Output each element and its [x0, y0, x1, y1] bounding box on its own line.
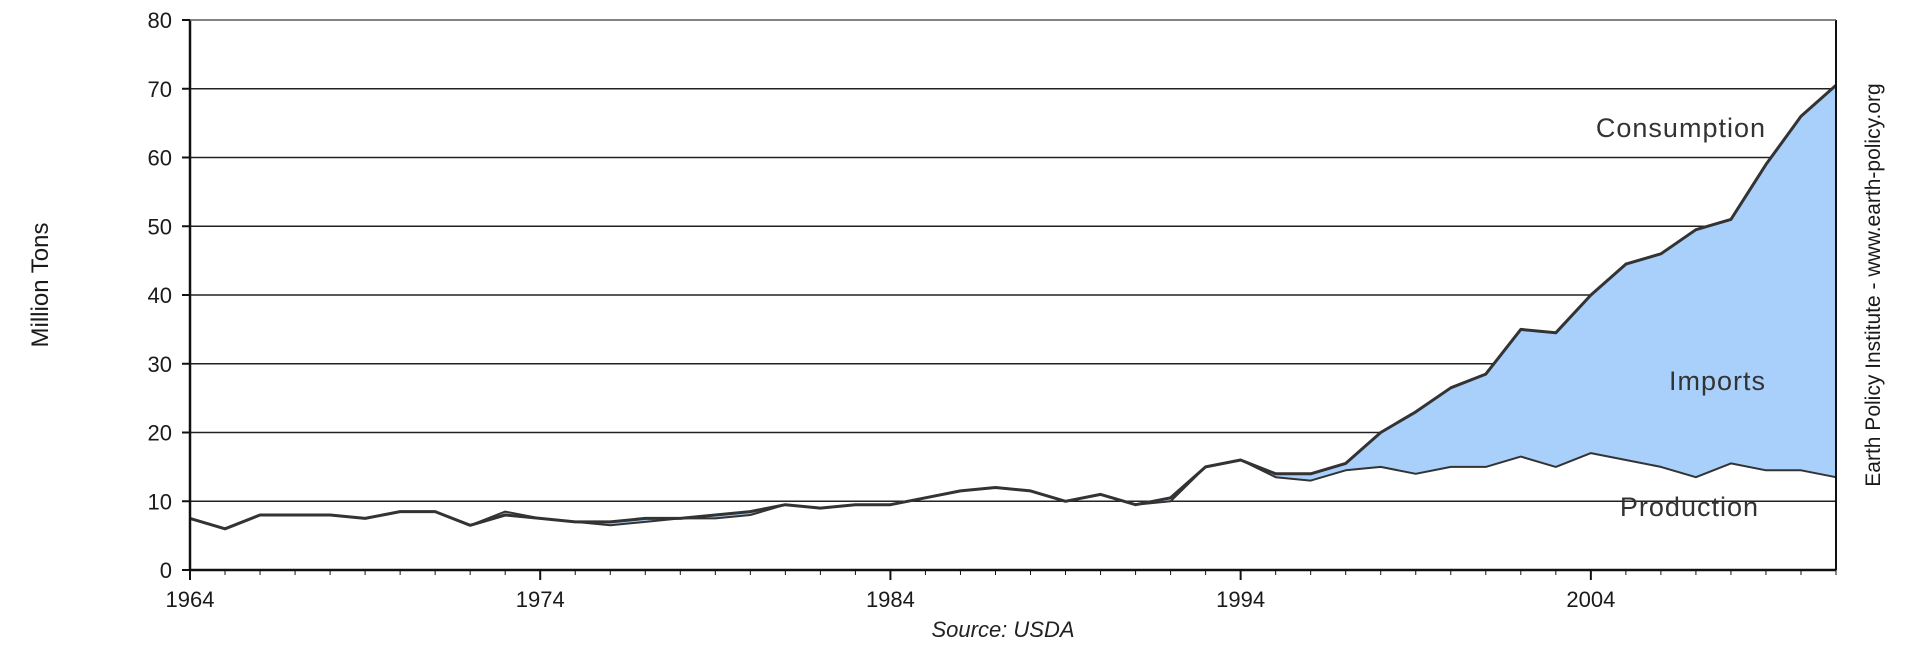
y-tick-label-30: 30 — [148, 352, 172, 377]
annotation-production: Production — [1620, 492, 1759, 522]
annotation-consumption: Consumption — [1596, 113, 1766, 143]
y-tick-label-40: 40 — [148, 283, 172, 308]
y-tick-label-20: 20 — [148, 421, 172, 446]
y-axis-title: Million Tons — [27, 223, 54, 348]
watermark-credit: Earth Policy Institute - www.earth-polic… — [1862, 83, 1885, 486]
series-lines — [189, 84, 1837, 531]
y-tick-label-0: 0 — [160, 558, 172, 583]
y-tick-label-70: 70 — [148, 77, 172, 102]
y-tick-label-60: 60 — [148, 146, 172, 171]
x-tick-label-1974: 1974 — [516, 587, 565, 612]
tick-labels: 0 10 20 30 40 50 60 70 80 1964 1974 1984 1994 2004 — [148, 8, 1616, 612]
y-tick-label-50: 50 — [148, 214, 172, 239]
consumption-line — [189, 84, 1837, 531]
y-tick-label-10: 10 — [148, 489, 172, 514]
y-tick-label-80: 80 — [148, 8, 172, 33]
x-tick-label-1964: 1964 — [166, 587, 215, 612]
production-line — [189, 452, 1837, 530]
x-tick-label-1994: 1994 — [1216, 587, 1265, 612]
gridlines — [190, 19, 1836, 503]
imports-area-layer — [190, 85, 1836, 529]
x-tick-label-2004: 2004 — [1566, 587, 1615, 612]
axes — [182, 19, 1837, 580]
annotation-imports: Imports — [1669, 366, 1766, 396]
imports-area — [190, 85, 1836, 529]
source-note: Source: USDA — [931, 617, 1074, 642]
x-tick-label-1984: 1984 — [866, 587, 915, 612]
